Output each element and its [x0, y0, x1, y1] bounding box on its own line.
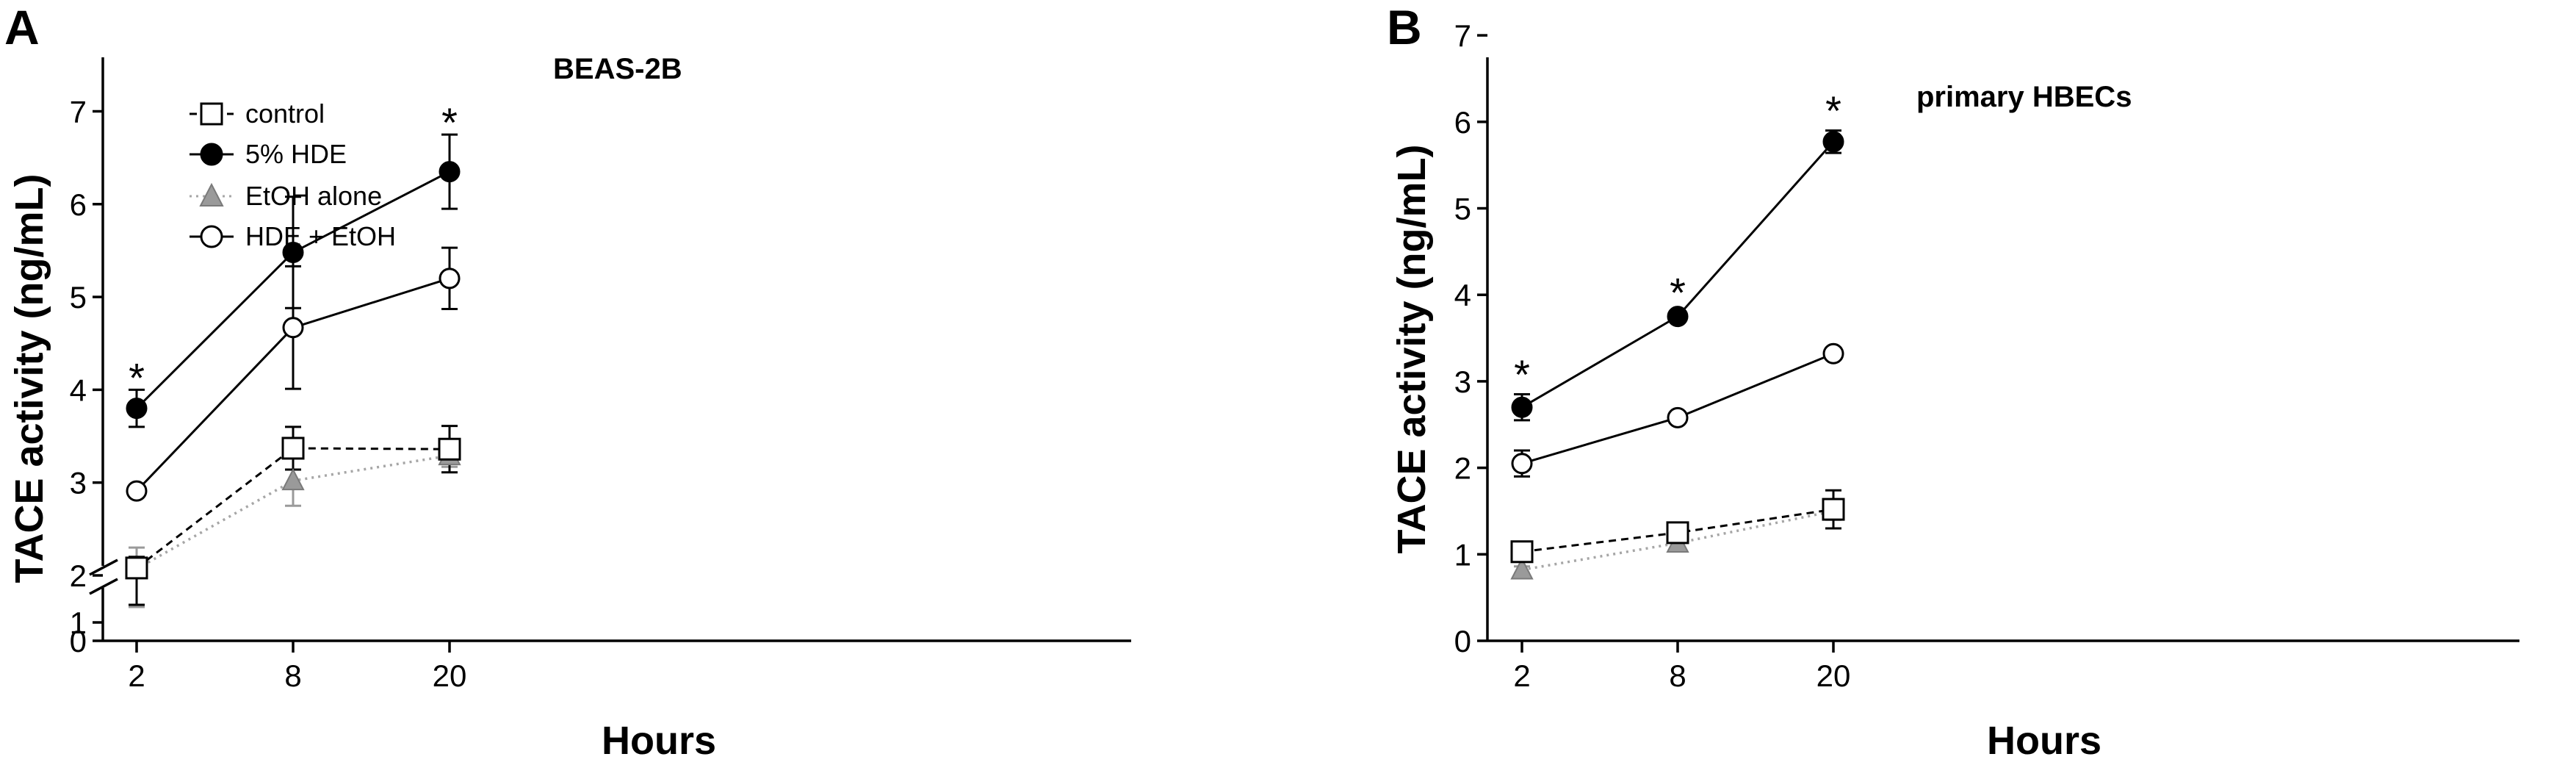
legend-label-control: control: [245, 98, 325, 129]
legend-item-5-hde: 5% HDE: [190, 139, 347, 169]
data-point-control: [281, 437, 305, 460]
series-markers-5-hde: [1511, 131, 1844, 418]
data-point-control: [1666, 521, 1689, 545]
data-point-5-hde: [282, 241, 304, 263]
data-point-5-hde: [439, 161, 461, 183]
panel-b-letter: B: [1387, 0, 1422, 54]
data-point-hde-etoh: [439, 267, 461, 290]
data-point-etoh-alone: [1510, 557, 1534, 580]
y-tick-label: 6: [70, 187, 87, 222]
legend-marker-open-square: [200, 102, 223, 126]
panel-a-y-axis-title: TACE activity (ng/mL): [7, 173, 51, 583]
data-point-control: [438, 437, 461, 461]
y-tick-label: 6: [1454, 105, 1471, 140]
series-markers-control: [1510, 498, 1845, 564]
panel-b: B primary HBECs TACE activity (ng/mL) Ho…: [1387, 0, 2519, 763]
data-point-control: [1822, 498, 1845, 521]
data-point-5-hde: [126, 398, 148, 420]
y-tick-label: 1: [1454, 537, 1471, 572]
panel-a-plot-area: **: [125, 99, 461, 608]
data-point-control: [125, 556, 148, 580]
legend-marker-gray-triangle: [199, 182, 224, 206]
legend-marker-open-circle: [200, 225, 223, 248]
series-markers-hde-etoh: [126, 267, 461, 502]
x-tick-label: 20: [433, 658, 467, 693]
panel-a-legend: control 5% HDE EtOH alone HDE + EtOH: [190, 98, 396, 251]
significance-star: *: [129, 354, 145, 401]
data-point-hde-etoh: [1667, 406, 1689, 428]
y-tick-label: 1: [70, 606, 87, 640]
panel-a-axis-break-mark: [89, 578, 118, 595]
legend-label-etoh-alone: EtOH alone: [245, 181, 382, 211]
y-tick-label: 0: [1454, 624, 1471, 658]
series-markers-5-hde: [126, 161, 461, 420]
y-tick-label: 3: [1454, 364, 1471, 399]
y-tick-label: 5: [1454, 192, 1471, 226]
legend-label-5-hde: 5% HDE: [245, 139, 347, 169]
data-point-hde-etoh: [1511, 453, 1533, 475]
panel-a-x-axis-title: Hours: [602, 719, 716, 763]
legend-item-etoh-alone: EtOH alone: [190, 181, 382, 211]
legend-item-hde-etoh: HDE + EtOH: [190, 221, 396, 251]
y-tick-label: 0: [70, 624, 87, 658]
panel-b-y-axis: 0 1 2 3 4 5 6 7: [1454, 18, 1489, 658]
significance-star: *: [1670, 269, 1686, 315]
y-tick-label: 4: [70, 373, 87, 407]
y-tick-label: 3: [70, 466, 87, 500]
panel-b-plot-area: * * *: [1510, 87, 1845, 580]
y-tick-label: 7: [1454, 18, 1471, 53]
significance-star: *: [1514, 351, 1530, 398]
series-markers-control: [125, 437, 461, 580]
significance-star: *: [1825, 87, 1841, 134]
legend-label-hde-etoh: HDE + EtOH: [245, 221, 396, 251]
x-tick-label: 8: [284, 658, 301, 693]
x-tick-label: 2: [1513, 658, 1530, 693]
series-line-control: [136, 447, 450, 570]
legend-marker-filled-circle: [200, 143, 223, 166]
panel-a-y-axis: 01 2 3 4 5 6 7: [70, 57, 118, 658]
x-tick-label: 20: [1816, 658, 1851, 693]
data-point-hde-etoh: [126, 480, 148, 502]
data-point-5-hde: [1822, 131, 1844, 153]
panel-a-title: BEAS-2B: [553, 53, 682, 85]
data-point-control: [1510, 540, 1534, 564]
y-tick-label: 4: [1454, 278, 1471, 312]
legend-item-control: control: [190, 98, 325, 129]
panel-a-x-axis: 2 8 20: [103, 639, 1131, 693]
data-point-hde-etoh: [282, 317, 304, 339]
panel-b-x-axis: 2 8 20: [1487, 639, 2519, 693]
panel-a: A BEAS-2B TACE activity (ng/mL) Hours 01…: [4, 0, 1131, 763]
y-tick-label: 2: [1454, 451, 1471, 486]
y-tick-label: 7: [70, 95, 87, 129]
panel-a-axis-break-mark: [89, 559, 118, 576]
x-tick-label: 2: [128, 658, 145, 693]
panel-a-letter: A: [4, 0, 40, 54]
data-point-etoh-alone: [281, 468, 305, 491]
x-tick-label: 8: [1669, 658, 1686, 693]
panel-b-x-axis-title: Hours: [1987, 719, 2101, 763]
panel-b-title: primary HBECs: [1916, 81, 2132, 113]
series-markers-hde-etoh: [1511, 342, 1844, 475]
panel-b-y-axis-title: TACE activity (ng/mL): [1390, 144, 1434, 553]
data-point-5-hde: [1511, 396, 1533, 418]
significance-star: *: [441, 99, 458, 146]
data-point-5-hde: [1667, 306, 1689, 328]
data-point-hde-etoh: [1822, 342, 1844, 364]
y-tick-label: 2: [70, 559, 87, 593]
y-tick-label: 5: [70, 280, 87, 315]
